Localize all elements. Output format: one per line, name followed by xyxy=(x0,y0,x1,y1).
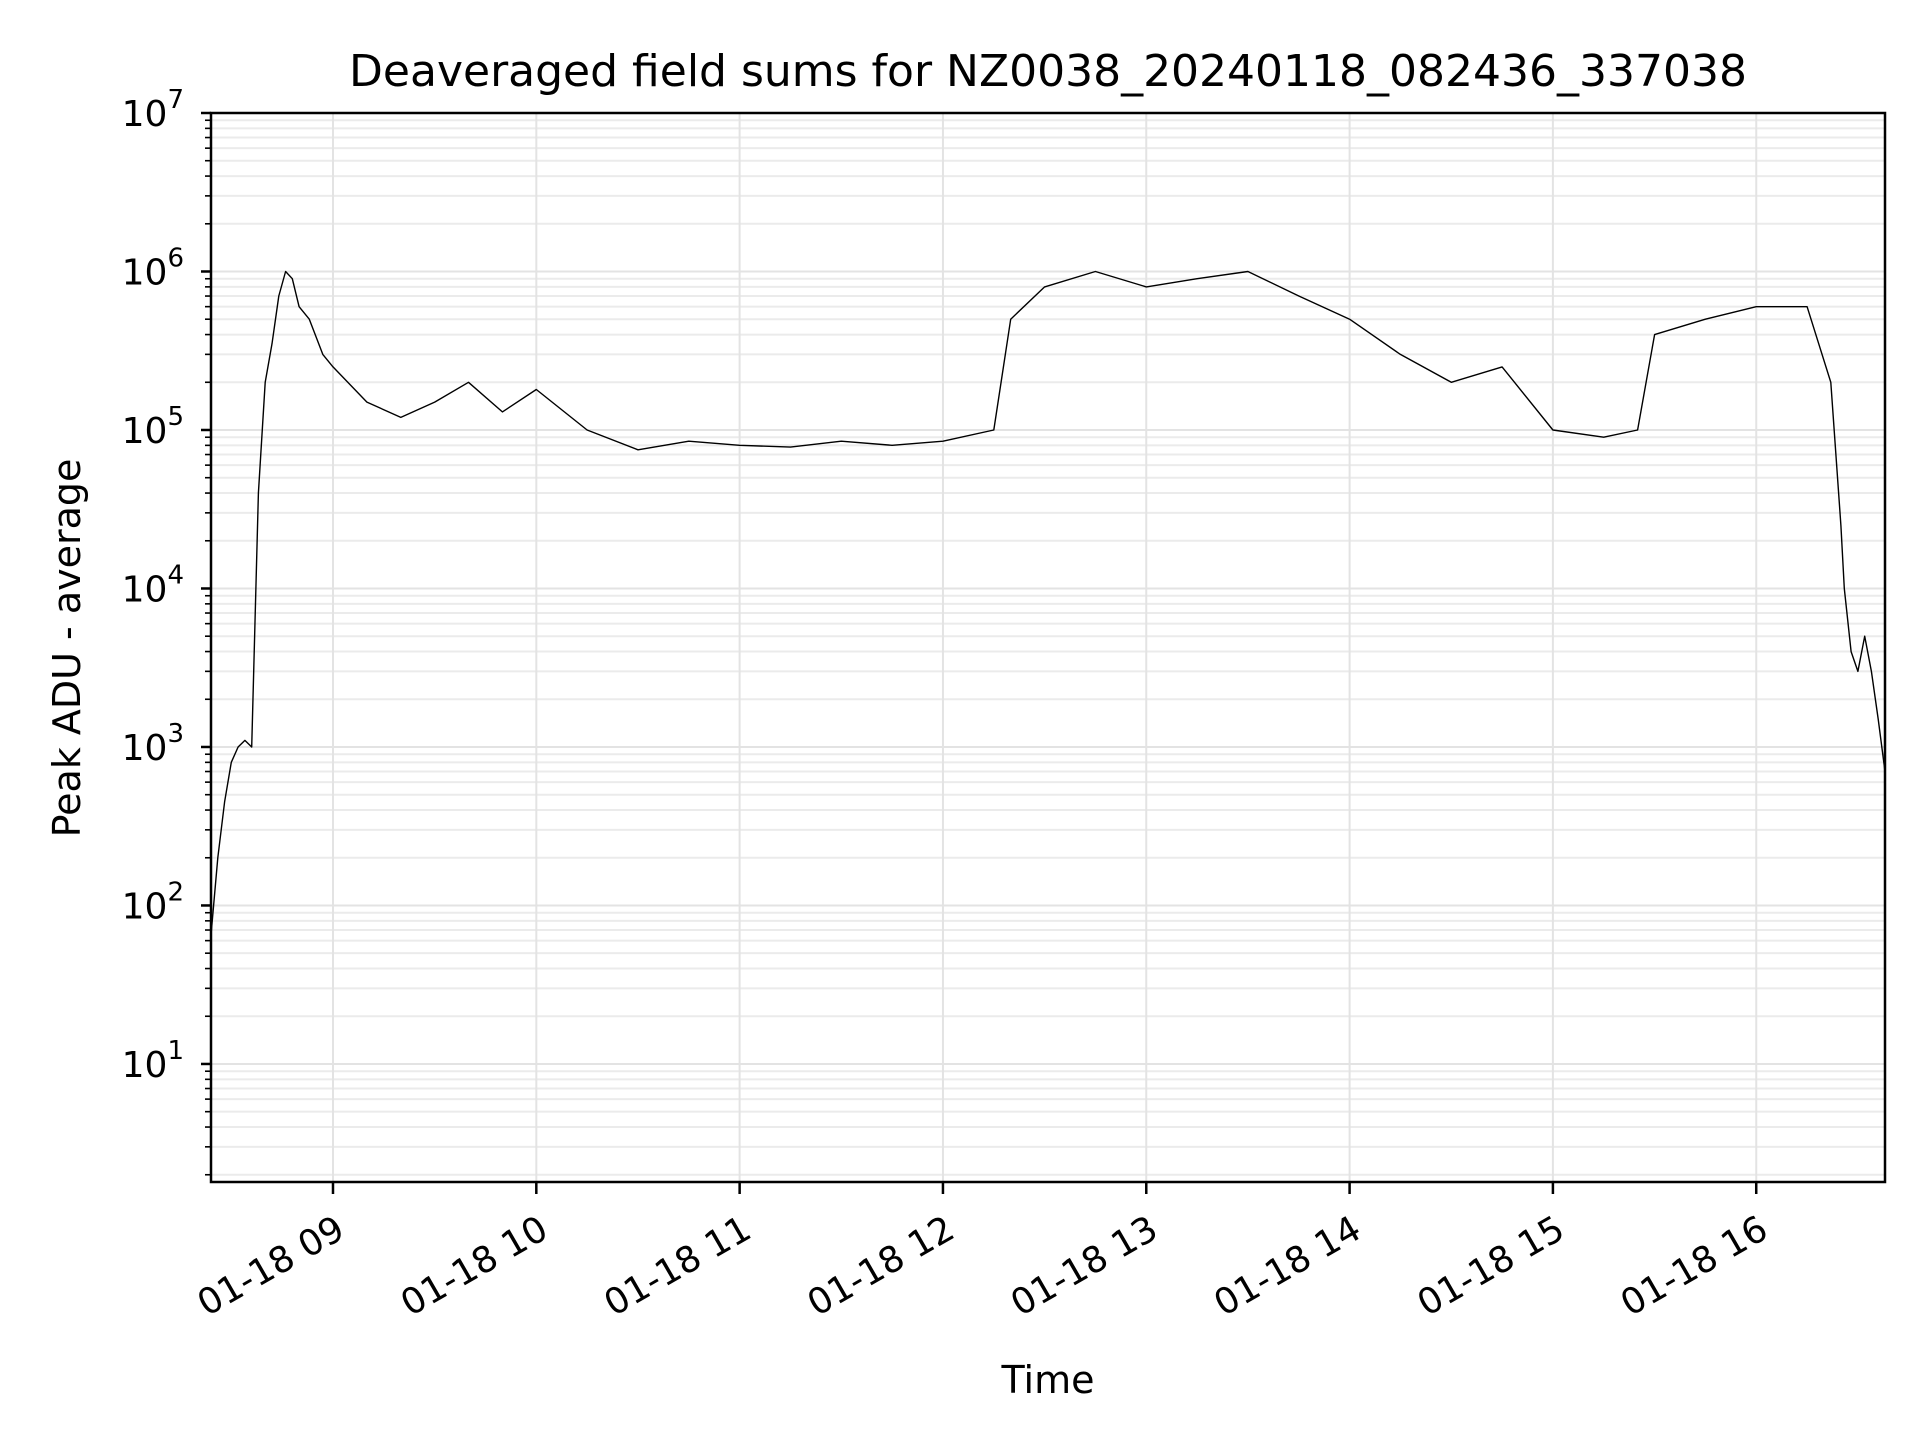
x-tick-label: 01-18 16 xyxy=(1614,1208,1775,1324)
y-tick-label: 102 xyxy=(122,877,184,927)
x-tick-label: 01-18 15 xyxy=(1411,1208,1572,1324)
x-tick-label: 01-18 13 xyxy=(1004,1208,1165,1324)
y-tick-label: 101 xyxy=(122,1036,184,1086)
x-tick-label: 01-18 09 xyxy=(191,1208,352,1324)
chart-title: Deaveraged field sums for NZ0038_2024011… xyxy=(349,46,1747,97)
x-tick-label: 01-18 11 xyxy=(597,1208,758,1324)
y-tick-label: 105 xyxy=(122,402,184,452)
y-tick-label: 106 xyxy=(122,243,184,293)
y-tick-label: 107 xyxy=(122,85,184,135)
x-tick-label: 01-18 12 xyxy=(801,1208,962,1324)
x-tick-label: 01-18 14 xyxy=(1207,1208,1368,1324)
plot-frame xyxy=(209,111,1887,1184)
y-axis-label: Peak ADU - average xyxy=(45,459,89,838)
x-axis-label: Time xyxy=(1001,1358,1095,1402)
y-tick-label: 103 xyxy=(122,719,184,769)
series-line xyxy=(210,270,1886,936)
x-tick-label: 01-18 10 xyxy=(394,1208,555,1324)
y-tick-label: 104 xyxy=(122,560,184,610)
grid xyxy=(211,113,1885,1182)
